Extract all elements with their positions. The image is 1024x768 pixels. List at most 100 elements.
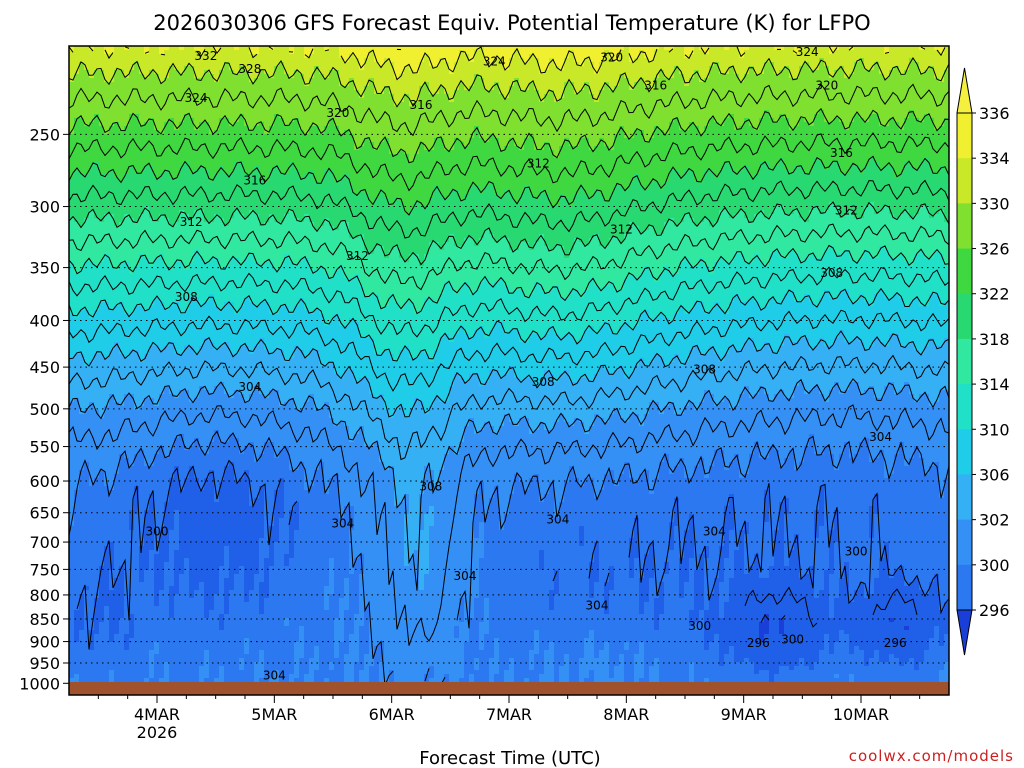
band-cell — [184, 46, 190, 67]
band-cell — [819, 650, 825, 695]
band-cell — [279, 518, 285, 695]
band-cell — [499, 426, 505, 531]
credit-text[interactable]: coolwx.com/models — [849, 747, 1014, 765]
x-tick-sublabel: 2026 — [137, 723, 178, 742]
band-cell — [744, 658, 750, 695]
band-cell — [599, 650, 605, 695]
band-cell — [784, 566, 790, 667]
band-cell — [99, 622, 105, 695]
band-cell — [144, 510, 150, 571]
band-cell — [344, 610, 350, 655]
band-cell — [854, 114, 860, 167]
band-cell — [349, 634, 355, 683]
contour-line — [69, 309, 949, 392]
band-cell — [559, 666, 565, 695]
band-cell — [159, 394, 165, 447]
band-cell — [884, 54, 890, 79]
band-cell — [904, 466, 910, 587]
band-cell — [104, 546, 110, 607]
band-cell — [294, 502, 300, 531]
band-cell — [419, 350, 425, 403]
band-cell — [894, 294, 900, 335]
contour-line — [604, 572, 610, 587]
band-cell — [749, 566, 755, 663]
band-cell — [164, 46, 170, 51]
band-cell — [674, 314, 680, 355]
band-cell — [214, 386, 220, 431]
band-cell — [589, 278, 595, 327]
band-cell — [374, 198, 380, 247]
band-cell — [99, 262, 105, 303]
band-cell — [439, 58, 445, 87]
contour-label: 304 — [454, 569, 477, 583]
band-cell — [79, 310, 85, 355]
band-cell — [834, 598, 840, 643]
colorbar-segment — [957, 384, 972, 430]
band-cell — [514, 474, 520, 695]
band-cell — [324, 50, 330, 79]
band-cell — [769, 46, 775, 63]
band-cell — [579, 546, 585, 659]
band-cell — [759, 578, 765, 623]
band-cell — [909, 342, 915, 395]
band-cell — [484, 598, 490, 635]
band-cell — [229, 46, 235, 71]
band-cell — [814, 386, 820, 455]
band-cell — [374, 246, 380, 295]
band-cell — [144, 206, 150, 259]
band-cell — [634, 518, 640, 559]
contour-line — [69, 223, 949, 291]
band-cell — [804, 666, 810, 695]
band-cell — [279, 46, 285, 63]
band-cell — [159, 302, 165, 351]
band-cell — [364, 446, 370, 607]
band-cell — [879, 290, 885, 343]
band-cell — [144, 46, 150, 55]
band-cell — [539, 190, 545, 235]
band-cell — [289, 358, 295, 399]
band-cell — [269, 214, 275, 263]
band-cell — [79, 414, 85, 471]
band-cell — [84, 586, 90, 591]
band-cell — [834, 642, 840, 675]
band-cell — [619, 474, 625, 655]
band-cell — [464, 146, 470, 195]
band-cell — [709, 46, 715, 67]
band-cell — [354, 558, 360, 615]
band-cell — [799, 462, 805, 579]
band-cell — [104, 406, 110, 487]
band-cell — [569, 50, 575, 83]
band-cell — [284, 626, 290, 695]
band-cell — [729, 66, 735, 115]
colorbar-frame — [956, 112, 973, 611]
band-cell — [679, 458, 685, 559]
band-cell — [264, 442, 270, 559]
band-cell — [864, 598, 870, 667]
band-cell — [334, 182, 340, 231]
band-cell — [614, 186, 620, 239]
band-cell — [389, 418, 395, 467]
band-cell — [204, 338, 210, 391]
band-cell — [199, 78, 205, 123]
contour-label: 320 — [815, 79, 838, 93]
band-cell — [609, 330, 615, 375]
band-cell — [89, 486, 95, 631]
band-cell — [664, 574, 670, 691]
band-cell — [359, 626, 365, 671]
band-cell — [664, 266, 670, 319]
y-tick-label: 700 — [29, 533, 60, 552]
band-cell — [764, 162, 770, 219]
band-cell — [674, 170, 680, 227]
band-cell — [669, 50, 675, 79]
band-cell — [329, 594, 335, 663]
band-cell — [664, 406, 670, 455]
band-cell — [379, 394, 385, 463]
band-cell — [214, 594, 220, 679]
band-cell — [109, 490, 115, 543]
band-cell — [229, 434, 235, 463]
band-cell — [584, 330, 590, 379]
x-tick-label: 5MAR — [251, 705, 297, 724]
band-cell — [589, 62, 595, 95]
band-cell — [639, 50, 645, 79]
